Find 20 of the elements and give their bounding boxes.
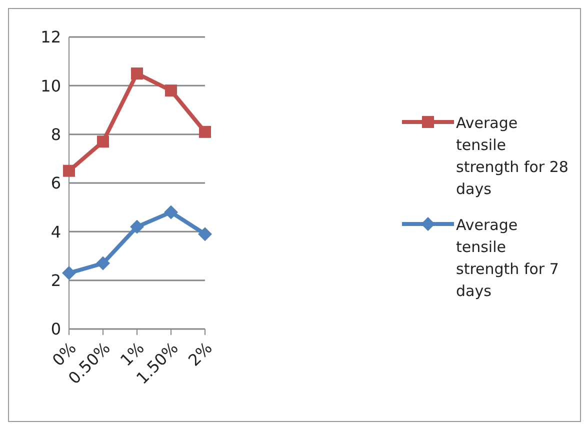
y-tick-label: 8 bbox=[50, 125, 61, 144]
y-tick-label: 2 bbox=[50, 271, 61, 290]
point bbox=[199, 126, 211, 138]
point bbox=[97, 136, 109, 148]
y-tick-label: 4 bbox=[50, 222, 61, 242]
y-tick-label: 10 bbox=[40, 76, 61, 96]
point bbox=[198, 227, 212, 242]
y-tick-label: 0 bbox=[50, 320, 61, 339]
point bbox=[131, 68, 143, 80]
point bbox=[164, 205, 178, 220]
point bbox=[96, 256, 110, 270]
point bbox=[62, 266, 76, 280]
y-tick-label: 6 bbox=[50, 174, 61, 193]
y-tick-label: 12 bbox=[40, 28, 61, 47]
legend-label: Average tensile strength for 7 days bbox=[456, 215, 560, 302]
point bbox=[63, 164, 75, 177]
point bbox=[165, 84, 177, 97]
point bbox=[130, 220, 144, 234]
x-tick-label: 2% bbox=[184, 338, 216, 370]
legend-label: Average tensile strength for 28 days bbox=[456, 113, 570, 200]
